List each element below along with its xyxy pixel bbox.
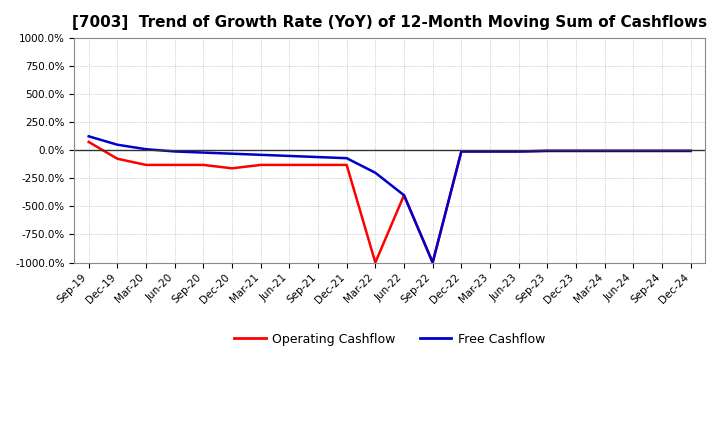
- Operating Cashflow: [199, 162, 207, 168]
- Operating Cashflow: [600, 148, 609, 154]
- Free Cashflow: [400, 193, 408, 198]
- Operating Cashflow: [657, 148, 666, 154]
- Operating Cashflow: [256, 162, 265, 168]
- Free Cashflow: [428, 260, 437, 265]
- Operating Cashflow: [285, 162, 294, 168]
- Free Cashflow: [657, 148, 666, 154]
- Free Cashflow: [486, 149, 495, 154]
- Operating Cashflow: [371, 260, 379, 265]
- Line: Free Cashflow: Free Cashflow: [89, 136, 690, 263]
- Free Cashflow: [256, 152, 265, 158]
- Operating Cashflow: [486, 149, 495, 154]
- Operating Cashflow: [572, 148, 580, 154]
- Title: [7003]  Trend of Growth Rate (YoY) of 12-Month Moving Sum of Cashflows: [7003] Trend of Growth Rate (YoY) of 12-…: [72, 15, 707, 30]
- Operating Cashflow: [342, 162, 351, 168]
- Operating Cashflow: [686, 148, 695, 154]
- Operating Cashflow: [629, 148, 638, 154]
- Free Cashflow: [113, 142, 122, 147]
- Free Cashflow: [84, 134, 93, 139]
- Free Cashflow: [199, 150, 207, 155]
- Free Cashflow: [371, 170, 379, 176]
- Free Cashflow: [514, 149, 523, 154]
- Free Cashflow: [171, 149, 179, 154]
- Operating Cashflow: [543, 148, 552, 154]
- Free Cashflow: [600, 148, 609, 154]
- Legend: Operating Cashflow, Free Cashflow: Operating Cashflow, Free Cashflow: [229, 327, 550, 351]
- Operating Cashflow: [171, 162, 179, 168]
- Free Cashflow: [572, 148, 580, 154]
- Line: Operating Cashflow: Operating Cashflow: [89, 142, 690, 263]
- Free Cashflow: [629, 148, 638, 154]
- Operating Cashflow: [314, 162, 323, 168]
- Operating Cashflow: [84, 139, 93, 145]
- Free Cashflow: [314, 154, 323, 160]
- Operating Cashflow: [428, 260, 437, 265]
- Operating Cashflow: [228, 165, 236, 171]
- Operating Cashflow: [400, 193, 408, 198]
- Free Cashflow: [457, 149, 466, 154]
- Free Cashflow: [543, 148, 552, 154]
- Operating Cashflow: [113, 156, 122, 161]
- Operating Cashflow: [457, 149, 466, 154]
- Free Cashflow: [686, 148, 695, 154]
- Free Cashflow: [285, 153, 294, 158]
- Operating Cashflow: [142, 162, 150, 168]
- Operating Cashflow: [514, 149, 523, 154]
- Free Cashflow: [228, 151, 236, 156]
- Free Cashflow: [142, 147, 150, 152]
- Free Cashflow: [342, 156, 351, 161]
